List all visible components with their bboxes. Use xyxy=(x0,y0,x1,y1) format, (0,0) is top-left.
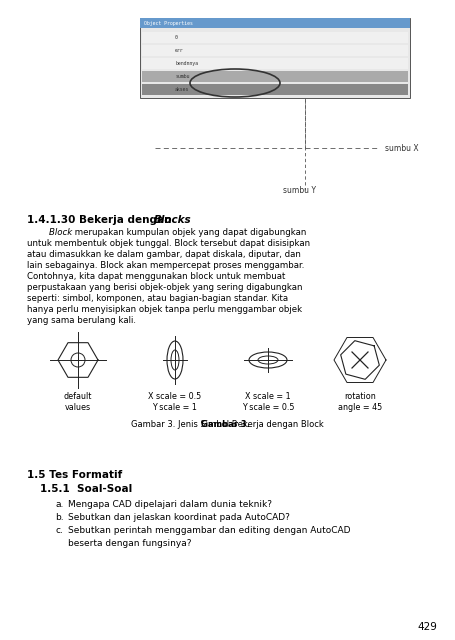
Text: X scale = 1: X scale = 1 xyxy=(245,392,291,401)
Text: perpustakaan yang berisi objek-objek yang sering digabungkan: perpustakaan yang berisi objek-objek yan… xyxy=(27,283,303,292)
Text: untuk membentuk objek tunggal. Block tersebut dapat disisipkan: untuk membentuk objek tunggal. Block ter… xyxy=(27,239,310,248)
Text: Y scale = 0.5: Y scale = 0.5 xyxy=(242,403,294,412)
Text: hanya perlu menyisipkan objek tanpa perlu menggambar objek: hanya perlu menyisipkan objek tanpa perl… xyxy=(27,305,302,314)
Text: err: err xyxy=(175,48,184,53)
FancyBboxPatch shape xyxy=(142,71,408,82)
Text: Block: Block xyxy=(27,228,72,237)
Text: Mengapa CAD dipelajari dalam dunia teknik?: Mengapa CAD dipelajari dalam dunia tekni… xyxy=(68,500,272,509)
Text: Object Properties: Object Properties xyxy=(144,20,193,26)
Text: default: default xyxy=(64,392,92,401)
Text: atau dimasukkan ke dalam gambar, dapat diskala, diputar, dan: atau dimasukkan ke dalam gambar, dapat d… xyxy=(27,250,301,259)
Text: sumbu Y: sumbu Y xyxy=(283,186,316,195)
Text: seperti: simbol, komponen, atau bagian-bagian standar. Kita: seperti: simbol, komponen, atau bagian-b… xyxy=(27,294,288,303)
Text: Sebutkan dan jelaskan koordinat pada AutoCAD?: Sebutkan dan jelaskan koordinat pada Aut… xyxy=(68,513,290,522)
Text: Y scale = 1: Y scale = 1 xyxy=(152,403,197,412)
Text: c.: c. xyxy=(55,526,63,535)
FancyBboxPatch shape xyxy=(140,18,410,28)
Text: 429: 429 xyxy=(417,622,437,632)
Text: akses: akses xyxy=(175,87,189,92)
Text: Contohnya, kita dapat menggunakan block untuk membuat: Contohnya, kita dapat menggunakan block … xyxy=(27,272,285,281)
Text: 0: 0 xyxy=(175,35,178,40)
Text: rotation: rotation xyxy=(344,392,376,401)
Text: X scale = 0.5: X scale = 0.5 xyxy=(148,392,202,401)
Text: b.: b. xyxy=(55,513,64,522)
Text: angle = 45: angle = 45 xyxy=(338,403,382,412)
Text: 1.5 Tes Formatif: 1.5 Tes Formatif xyxy=(27,470,122,480)
FancyBboxPatch shape xyxy=(142,32,408,43)
Text: 1.4.1.30 Bekerja dengan: 1.4.1.30 Bekerja dengan xyxy=(27,215,175,225)
Text: Gambar 3. Jenis Simbol Bekerja dengan Block: Gambar 3. Jenis Simbol Bekerja dengan Bl… xyxy=(131,420,324,429)
Text: sumbu: sumbu xyxy=(175,74,189,79)
Text: yang sama berulang kali.: yang sama berulang kali. xyxy=(27,316,136,325)
Text: values: values xyxy=(65,403,91,412)
FancyBboxPatch shape xyxy=(142,84,408,95)
Text: Gambar 3.: Gambar 3. xyxy=(201,420,253,429)
Text: a.: a. xyxy=(55,500,63,509)
Text: 1.5.1  Soal-Soal: 1.5.1 Soal-Soal xyxy=(40,484,132,494)
Text: sumbu X: sumbu X xyxy=(385,143,419,152)
FancyBboxPatch shape xyxy=(142,45,408,56)
FancyBboxPatch shape xyxy=(142,58,408,69)
Text: bendnnya: bendnnya xyxy=(175,61,198,66)
FancyBboxPatch shape xyxy=(140,18,410,98)
Text: beserta dengan fungsinya?: beserta dengan fungsinya? xyxy=(68,539,192,548)
Text: merupakan kumpulan objek yang dapat digabungkan: merupakan kumpulan objek yang dapat diga… xyxy=(72,228,307,237)
Text: Sebutkan perintah menggambar dan editing dengan AutoCAD: Sebutkan perintah menggambar dan editing… xyxy=(68,526,350,535)
Text: Blocks: Blocks xyxy=(154,215,192,225)
Text: lain sebagainya. Block akan mempercepat proses menggambar.: lain sebagainya. Block akan mempercepat … xyxy=(27,261,304,270)
